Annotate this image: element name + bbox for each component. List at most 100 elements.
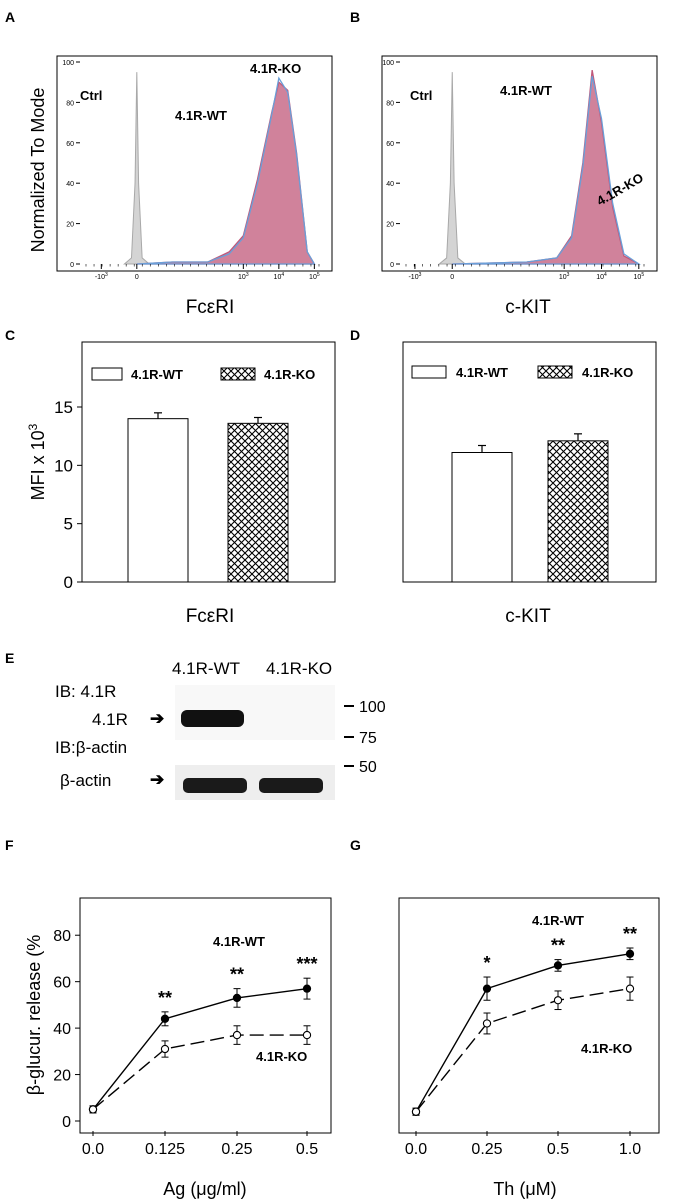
data-point [625, 949, 635, 958]
bar-4-1r-wt [451, 452, 513, 583]
bar-c-marks [127, 412, 289, 583]
histogram-b-x-axis-label: c-KIT [505, 297, 551, 318]
bar-c-y-axis-label-exp: 3 [26, 423, 40, 430]
x-tick-label: 0.5 [547, 1141, 569, 1158]
histogram-panel-b: 0 20 40 60 80 100 -103 0 103 104 105 c-KIT Ctrl 4… [381, 55, 658, 318]
line-f-x-axis-label: Ag (μg/ml) [163, 1179, 246, 1199]
panel-letter-d: D [350, 327, 360, 343]
histogram-panel-a: 0 20 40 60 80 100 -103 0 103 104 105 Normalized T… [28, 55, 333, 318]
significance-marker: * [483, 953, 490, 973]
histogram-b-x-ticks: -103 0 103 104 105 [405, 264, 645, 281]
data-point [232, 993, 242, 1003]
histogram-curve-ctrl [437, 72, 467, 265]
blot-band-label-4-1r: 4.1R [92, 710, 128, 729]
significance-marker: ** [551, 936, 565, 956]
x-tick-label: 103 [238, 272, 249, 281]
y-tick-label: 80 [66, 100, 74, 107]
data-point [302, 984, 312, 993]
y-tick-label: 80 [53, 928, 71, 945]
data-point [553, 996, 563, 1005]
histogram-curve-ctrl [123, 72, 151, 265]
y-tick-label: 60 [386, 141, 394, 148]
arrow-right-icon: ➔ [150, 709, 164, 728]
bar-d-legend-wt: 4.1R-WT [456, 365, 508, 380]
bar-c-frame [81, 341, 336, 583]
line-f-label-ko: 4.1R-KO [256, 1049, 307, 1064]
bar-c-y-ticks: 0 5 10 15 [54, 398, 82, 592]
data-point [232, 1030, 242, 1040]
blot-lane-label-ko: 4.1R-KO [266, 659, 332, 678]
x-tick-label: 105 [309, 272, 320, 281]
x-tick-label: 103 [559, 272, 570, 281]
x-tick-label: 0.0 [82, 1141, 104, 1158]
histogram-a-label-wt: 4.1R-WT [175, 108, 227, 123]
bar-c-x-axis-label: FcεRI [186, 606, 235, 627]
mw-marker-50: 50 [359, 759, 377, 776]
bar-panel-c: 0 5 10 15 MFI x 103 FcεRI 4.1R-WT 4.1R-KO [26, 341, 336, 627]
line-f-frame [79, 897, 332, 1134]
y-tick-label: 60 [66, 141, 74, 148]
line-f-y-axis-label: β-glucur. release (% [24, 935, 44, 1095]
x-tick-label: 0 [135, 274, 139, 281]
line-g-label-ko: 4.1R-KO [581, 1041, 632, 1056]
bar-c-legend-swatch-ko [220, 367, 256, 381]
y-tick-label: 80 [386, 100, 394, 107]
y-tick-label: 10 [54, 456, 73, 475]
y-tick-label: 40 [386, 181, 394, 188]
x-tick-exponent: 5 [641, 272, 644, 278]
x-tick-exponent: 4 [281, 272, 284, 278]
bar-d-marks [451, 433, 609, 583]
histogram-a-y-ticks: 0 20 40 60 80 100 [62, 60, 80, 269]
y-tick-label: 20 [386, 222, 394, 229]
y-tick-label: 40 [53, 1021, 71, 1038]
histogram-curve-4-1r-ko [136, 76, 316, 265]
y-tick-label: 0 [62, 1114, 71, 1131]
histogram-a-series [123, 72, 316, 265]
histogram-a-x-axis-label: FcεRI [186, 297, 235, 318]
bar-4-1r-ko [227, 422, 289, 583]
x-tick-label: 105 [634, 272, 645, 281]
bar-d-legend-ko: 4.1R-KO [582, 365, 633, 380]
blot-band-actin-wt [183, 778, 247, 793]
panel-letter-f: F [5, 837, 14, 853]
line-panel-g: *****0.0 0.25 0.5 1.0 Th (μM) 4.1R-WT 4.1R-… [398, 897, 660, 1199]
series-line-4-1r-ko [415, 987, 631, 1113]
blot-band-4-1r-wt [181, 710, 244, 727]
x-tick-exponent: 3 [105, 272, 108, 278]
x-tick-exponent: 4 [604, 272, 607, 278]
y-tick-label: 0 [64, 573, 73, 592]
line-g-x-axis-label: Th (μM) [493, 1179, 556, 1199]
histogram-a-label-ko: 4.1R-KO [250, 61, 301, 76]
x-tick-label: 1.0 [619, 1141, 641, 1158]
panel-letter-a: A [5, 9, 15, 25]
data-point [160, 1014, 170, 1023]
data-point [625, 984, 635, 993]
bar-d-legend-swatch-ko [537, 365, 573, 379]
bar-c-y-axis-label: MFI x 103 [26, 423, 48, 500]
x-tick-label: 0.25 [471, 1141, 502, 1158]
y-tick-label: 15 [54, 398, 73, 417]
y-tick-label: 0 [70, 262, 74, 269]
series-line-4-1r-wt [415, 953, 631, 1113]
histogram-b-y-ticks: 0 20 40 60 80 100 [382, 60, 400, 269]
histogram-b-label-wt: 4.1R-WT [500, 83, 552, 98]
bar-d-legend-swatch-wt [411, 365, 447, 379]
data-point [302, 1030, 312, 1040]
bar-d-frame [402, 341, 657, 583]
panel-letter-g: G [350, 837, 361, 853]
data-point [411, 1107, 421, 1116]
line-g-frame [398, 897, 660, 1134]
y-tick-label: 20 [66, 222, 74, 229]
x-tick-exponent: 3 [246, 272, 249, 278]
y-tick-label: 100 [62, 60, 74, 67]
histogram-b-label-ctrl: Ctrl [410, 88, 432, 103]
mw-marker-75: 75 [359, 730, 377, 747]
line-g-marks: *****0.0 0.25 0.5 1.0 [405, 924, 641, 1158]
histogram-a-frame [56, 55, 333, 272]
series-line-4-1r-ko [92, 1034, 307, 1110]
series-line-4-1r-wt [92, 987, 308, 1110]
panel-letter-e: E [5, 650, 14, 666]
